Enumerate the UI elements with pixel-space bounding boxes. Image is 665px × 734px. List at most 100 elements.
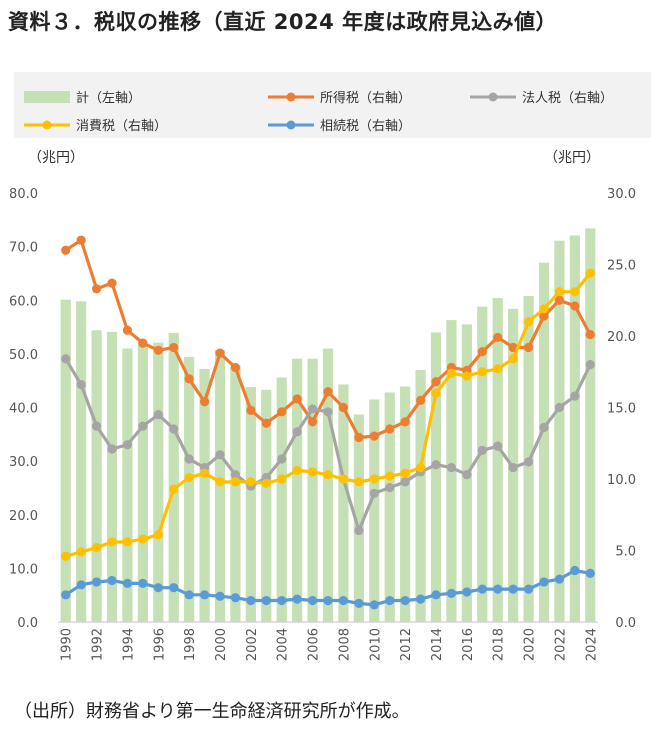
bar-total-2010 bbox=[369, 399, 380, 622]
x-tick-label: 2012 bbox=[399, 628, 414, 661]
point-1-2011 bbox=[385, 482, 395, 493]
bar-total-1998 bbox=[184, 357, 195, 622]
point-1-1992 bbox=[91, 421, 102, 431]
point-0-2002 bbox=[246, 405, 256, 415]
point-0-2006 bbox=[307, 417, 318, 427]
point-3-2021 bbox=[539, 577, 549, 587]
point-1-2024 bbox=[585, 360, 595, 370]
point-2-2019 bbox=[508, 354, 518, 364]
bar-total-2008 bbox=[338, 384, 349, 622]
x-tick-label: 2006 bbox=[307, 628, 322, 661]
bar-total-1990 bbox=[60, 299, 71, 622]
point-2-2018 bbox=[493, 364, 503, 374]
point-2-1996 bbox=[153, 530, 163, 540]
legend-box bbox=[14, 72, 651, 138]
point-3-2015 bbox=[446, 588, 457, 599]
point-3-2010 bbox=[369, 600, 379, 610]
point-2-2012 bbox=[400, 468, 410, 478]
point-1-2015 bbox=[446, 462, 457, 473]
x-tick-label: 2018 bbox=[492, 628, 507, 661]
series-lines bbox=[61, 235, 595, 610]
point-1-2001 bbox=[230, 470, 241, 480]
point-1-2007 bbox=[323, 407, 333, 417]
point-3-2004 bbox=[277, 595, 287, 606]
bar-total-2023 bbox=[569, 235, 580, 622]
bar-total-1994 bbox=[122, 348, 133, 622]
point-0-1993 bbox=[107, 278, 117, 288]
bar-total-2018 bbox=[492, 298, 503, 622]
point-2-2023 bbox=[570, 287, 580, 297]
point-1-2021 bbox=[539, 422, 549, 433]
point-2-2004 bbox=[277, 474, 287, 484]
point-2-2007 bbox=[323, 470, 333, 480]
point-2-1998 bbox=[184, 472, 194, 483]
chart-title: 資料３．税収の推移（直近 2024 年度は政府見込み値） bbox=[8, 10, 558, 34]
point-3-2013 bbox=[415, 594, 426, 604]
point-3-1995 bbox=[138, 578, 148, 588]
right-axis-unit: （兆円） bbox=[544, 150, 600, 166]
point-3-2023 bbox=[570, 565, 580, 576]
point-1-1995 bbox=[138, 421, 148, 431]
legend-marker-1 bbox=[286, 92, 296, 102]
point-2-2021 bbox=[539, 304, 549, 314]
point-2-2003 bbox=[261, 478, 271, 488]
point-2-2022 bbox=[554, 287, 565, 297]
point-0-2023 bbox=[570, 301, 580, 311]
point-3-2002 bbox=[246, 595, 256, 606]
bar-total-1993 bbox=[106, 331, 118, 622]
point-0-2001 bbox=[230, 362, 241, 373]
x-tick-label: 1992 bbox=[91, 628, 106, 661]
x-axis-ticks: 1990 1992 1994 1996 1998 2000 2002 2004 2006 2008… bbox=[60, 628, 600, 661]
bar-total-2024 bbox=[585, 228, 596, 622]
bar-total-1999 bbox=[199, 368, 210, 622]
point-2-2010 bbox=[369, 474, 379, 484]
x-tick-label: 2020 bbox=[523, 628, 538, 661]
bar-total-2017 bbox=[477, 306, 488, 622]
right-tick-label: 5.0 bbox=[615, 545, 636, 560]
point-3-1992 bbox=[91, 577, 102, 587]
legend: 計（左軸） 所得税（右軸） 法人税（右軸） 消費税（右軸） 相続税（右軸） bbox=[24, 90, 613, 134]
left-tick-label: 80.0 bbox=[9, 187, 38, 202]
bar-total-2005 bbox=[292, 358, 303, 622]
point-2-1997 bbox=[169, 484, 179, 494]
point-2-2011 bbox=[385, 471, 395, 481]
right-tick-label: 15.0 bbox=[607, 402, 636, 417]
right-tick-label: 0.0 bbox=[615, 616, 636, 631]
point-0-1992 bbox=[91, 284, 102, 294]
point-1-2000 bbox=[215, 450, 225, 460]
point-0-2011 bbox=[385, 424, 395, 434]
point-1-1991 bbox=[76, 380, 86, 390]
point-0-1994 bbox=[122, 325, 133, 335]
point-1-2012 bbox=[400, 477, 410, 487]
point-3-2020 bbox=[523, 584, 534, 594]
left-tick-label: 60.0 bbox=[9, 294, 38, 309]
point-2-2009 bbox=[354, 477, 364, 487]
point-1-1993 bbox=[107, 444, 117, 454]
legend-swatch-total bbox=[24, 91, 70, 103]
point-0-2007 bbox=[323, 387, 333, 397]
x-tick-label: 1990 bbox=[60, 628, 75, 661]
point-1-2005 bbox=[292, 427, 302, 437]
point-2-2006 bbox=[307, 467, 318, 477]
point-0-2013 bbox=[415, 395, 426, 405]
point-0-2014 bbox=[431, 377, 441, 387]
point-3-2011 bbox=[385, 595, 395, 606]
point-0-2022 bbox=[554, 295, 565, 305]
point-3-2012 bbox=[400, 595, 410, 606]
bar-total-2014 bbox=[430, 332, 442, 622]
point-3-2008 bbox=[338, 595, 349, 606]
bar-total-2022 bbox=[554, 240, 565, 622]
legend-marker-3 bbox=[42, 120, 52, 130]
legend-label: 計（左軸） bbox=[76, 90, 141, 106]
point-1-2023 bbox=[570, 391, 580, 401]
point-2-1994 bbox=[122, 537, 133, 547]
point-1-1990 bbox=[61, 354, 71, 364]
point-0-2004 bbox=[277, 407, 287, 417]
bar-total-2011 bbox=[384, 392, 395, 622]
point-1-2020 bbox=[523, 457, 534, 467]
bar-total-1991 bbox=[76, 301, 87, 622]
left-tick-label: 10.0 bbox=[9, 562, 38, 577]
point-2-2013 bbox=[415, 462, 426, 473]
point-3-1993 bbox=[107, 575, 117, 586]
point-2-1990 bbox=[61, 551, 71, 561]
